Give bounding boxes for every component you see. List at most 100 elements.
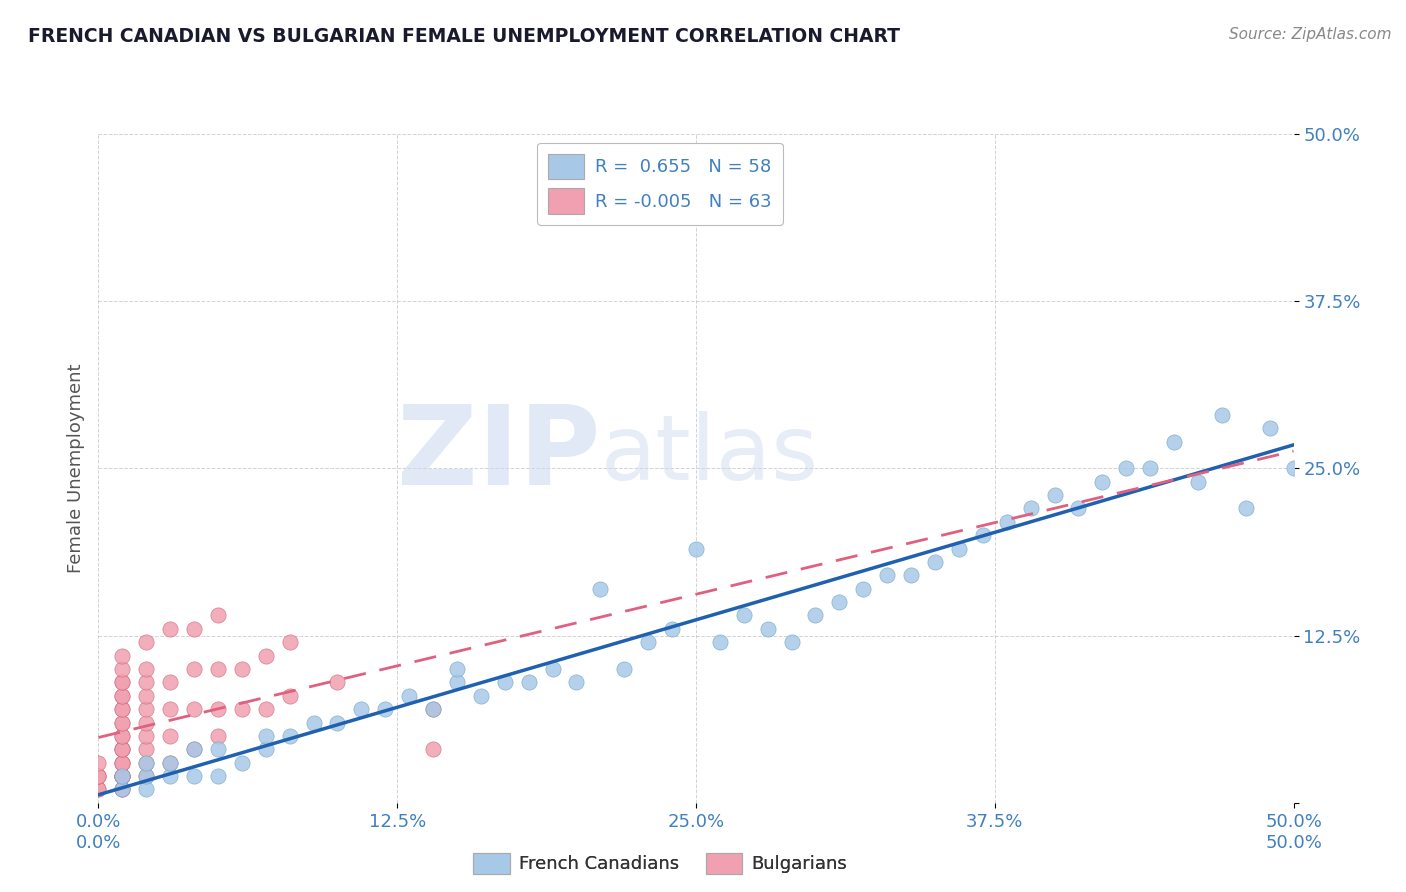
Point — [111, 769, 134, 783]
Point — [900, 568, 922, 582]
Point — [541, 662, 564, 676]
Point — [446, 675, 468, 690]
Point — [159, 675, 181, 690]
Point — [1282, 461, 1305, 475]
Point — [87, 769, 110, 783]
Text: atlas: atlas — [600, 411, 818, 499]
Point — [1211, 408, 1233, 422]
Point — [87, 769, 110, 783]
Text: FRENCH CANADIAN VS BULGARIAN FEMALE UNEMPLOYMENT CORRELATION CHART: FRENCH CANADIAN VS BULGARIAN FEMALE UNEM… — [28, 27, 900, 45]
Point — [709, 635, 731, 649]
Point — [111, 756, 134, 770]
Point — [111, 782, 134, 797]
Point — [207, 769, 229, 783]
Point — [207, 702, 229, 716]
Point — [876, 568, 898, 582]
Point — [278, 729, 301, 743]
Point — [111, 715, 134, 730]
Point — [852, 582, 875, 596]
Point — [159, 756, 181, 770]
Point — [111, 769, 134, 783]
Point — [111, 742, 134, 756]
Text: 50.0%: 50.0% — [1265, 834, 1322, 852]
Point — [135, 729, 157, 743]
Point — [278, 689, 301, 703]
Point — [302, 715, 325, 730]
Text: ZIP: ZIP — [396, 401, 600, 508]
Point — [135, 635, 157, 649]
Point — [111, 729, 134, 743]
Point — [111, 689, 134, 703]
Point — [111, 715, 134, 730]
Point — [159, 702, 181, 716]
Point — [135, 662, 157, 676]
Point — [924, 555, 946, 569]
Y-axis label: Female Unemployment: Female Unemployment — [66, 364, 84, 573]
Point — [780, 635, 803, 649]
Point — [828, 595, 851, 609]
Point — [1234, 501, 1257, 516]
Point — [111, 769, 134, 783]
Point — [613, 662, 636, 676]
Point — [87, 756, 110, 770]
Point — [733, 608, 755, 623]
Point — [470, 689, 492, 703]
Point — [804, 608, 827, 623]
Point — [374, 702, 396, 716]
Point — [231, 702, 253, 716]
Point — [111, 662, 134, 676]
Point — [183, 662, 205, 676]
Point — [1258, 421, 1281, 435]
Point — [111, 702, 134, 716]
Point — [183, 769, 205, 783]
Point — [111, 742, 134, 756]
Point — [159, 769, 181, 783]
Point — [135, 769, 157, 783]
Point — [87, 782, 110, 797]
Point — [111, 689, 134, 703]
Point — [159, 729, 181, 743]
Point — [278, 635, 301, 649]
Point — [207, 608, 229, 623]
Point — [159, 756, 181, 770]
Point — [1067, 501, 1090, 516]
Point — [254, 702, 277, 716]
Point — [995, 515, 1018, 529]
Point — [111, 756, 134, 770]
Point — [398, 689, 420, 703]
Point — [422, 702, 444, 716]
Point — [254, 648, 277, 663]
Point — [135, 742, 157, 756]
Point — [135, 769, 157, 783]
Point — [446, 662, 468, 676]
Point — [135, 702, 157, 716]
Point — [111, 769, 134, 783]
Point — [135, 715, 157, 730]
Point — [111, 648, 134, 663]
Point — [111, 769, 134, 783]
Point — [135, 689, 157, 703]
Point — [111, 756, 134, 770]
Point — [135, 782, 157, 797]
Point — [135, 756, 157, 770]
Point — [207, 662, 229, 676]
Point — [565, 675, 588, 690]
Point — [1043, 488, 1066, 502]
Point — [111, 675, 134, 690]
Point — [422, 702, 444, 716]
Point — [87, 782, 110, 797]
Point — [756, 622, 779, 636]
Text: Source: ZipAtlas.com: Source: ZipAtlas.com — [1229, 27, 1392, 42]
Point — [231, 662, 253, 676]
Point — [589, 582, 612, 596]
Point — [111, 742, 134, 756]
Point — [1139, 461, 1161, 475]
Point — [326, 675, 349, 690]
Point — [111, 782, 134, 797]
Legend: French Canadians, Bulgarians: French Canadians, Bulgarians — [467, 846, 853, 880]
Point — [254, 742, 277, 756]
Point — [183, 622, 205, 636]
Point — [350, 702, 373, 716]
Point — [111, 729, 134, 743]
Point — [159, 622, 181, 636]
